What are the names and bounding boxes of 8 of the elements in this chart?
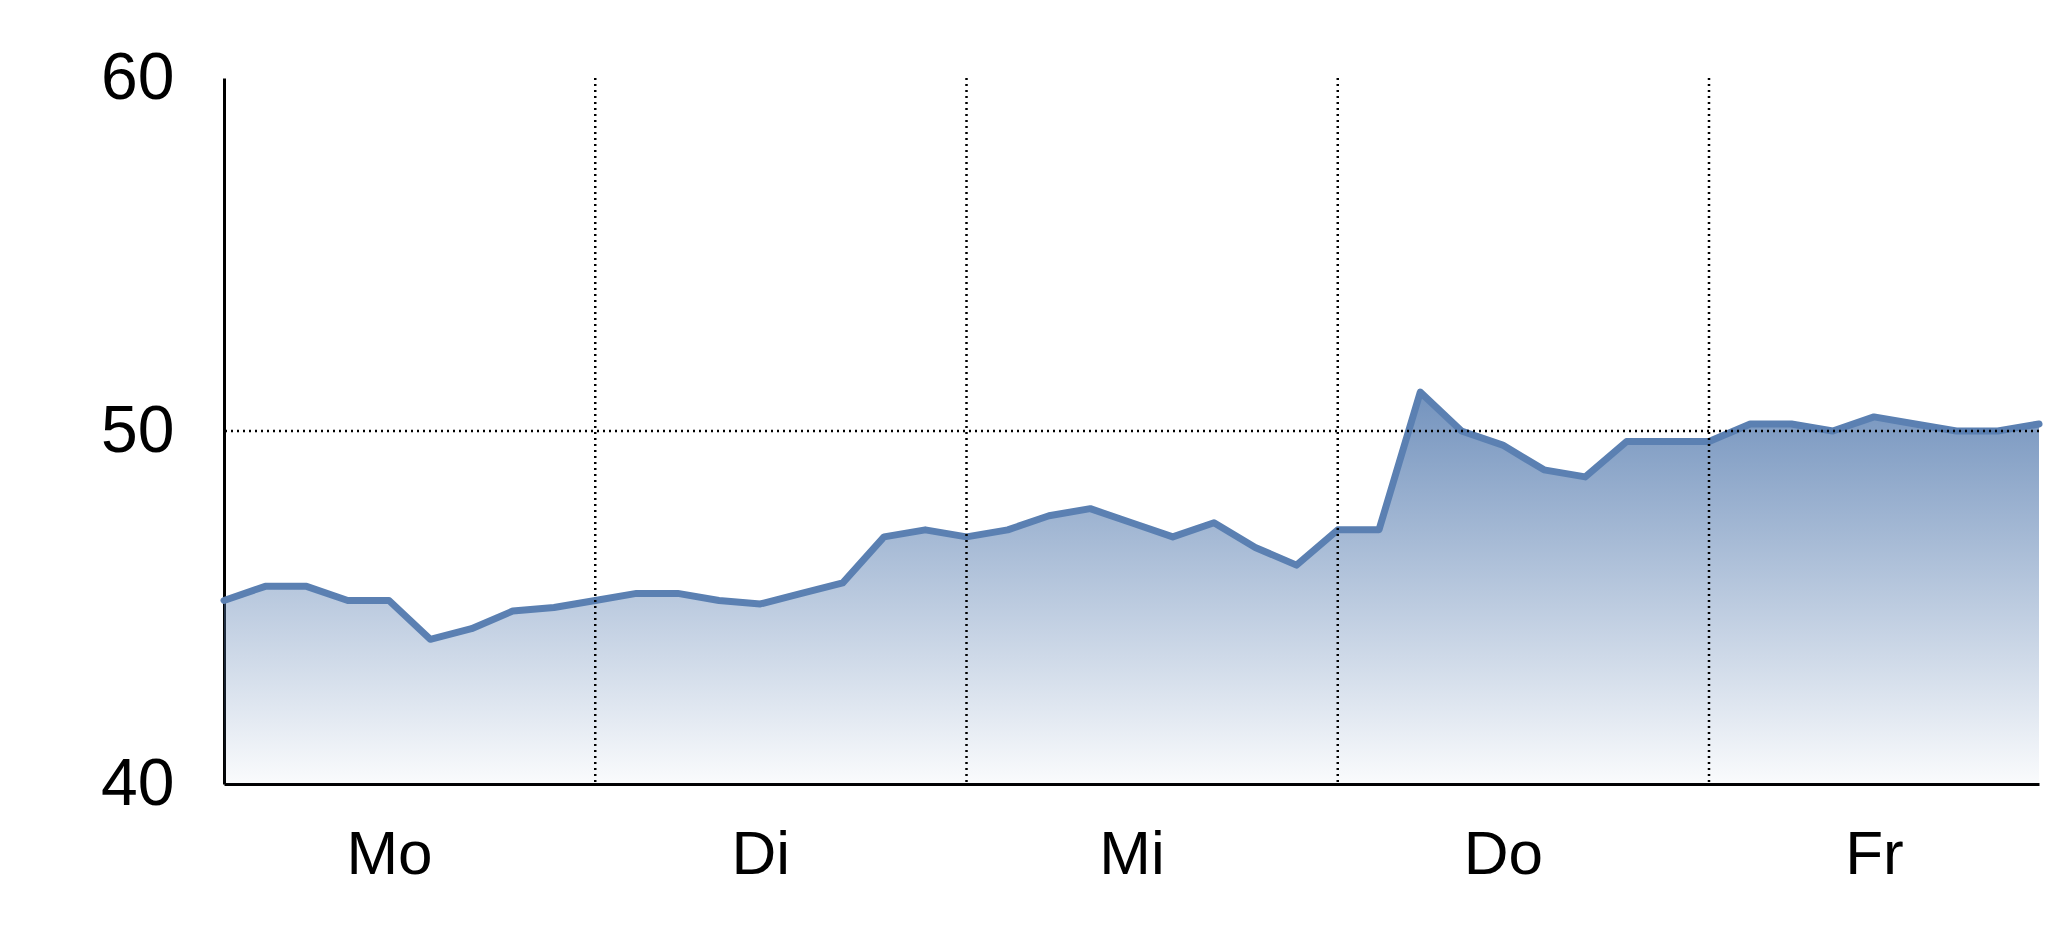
x-tick-label: Do <box>1463 817 1543 887</box>
x-tick-label: Mo <box>346 817 433 887</box>
x-tick-label: Fr <box>1845 817 1904 887</box>
x-tick-label: Di <box>731 817 791 887</box>
x-tick-label: Mi <box>1099 817 1165 887</box>
y-tick-label: 40 <box>101 744 175 819</box>
y-tick-label: 60 <box>101 38 175 113</box>
y-tick-label: 50 <box>101 391 175 466</box>
